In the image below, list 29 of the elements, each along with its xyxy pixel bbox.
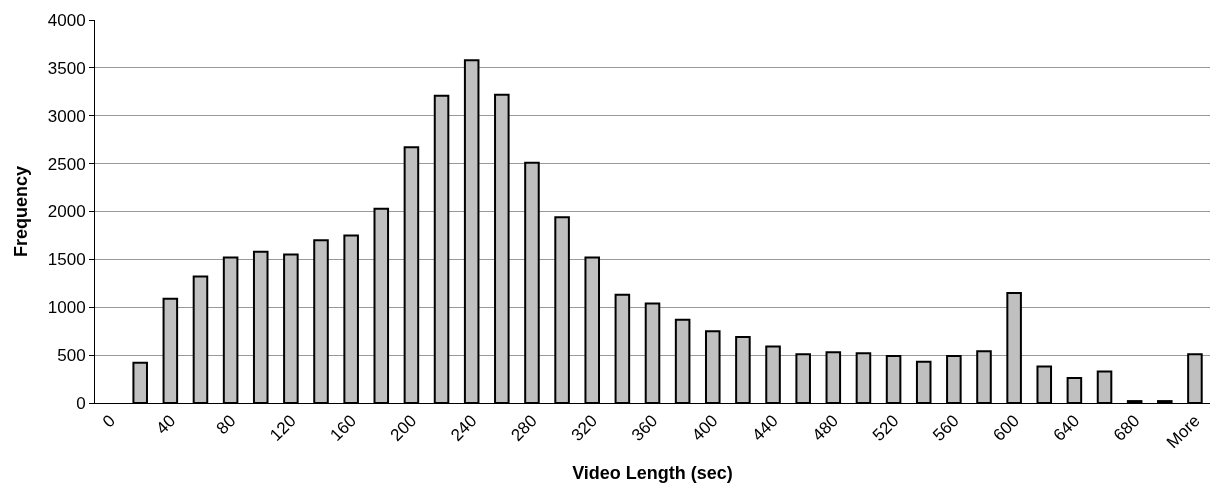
x-tick-label: 640: [1049, 411, 1084, 445]
x-tick-label: 520: [868, 411, 903, 445]
y-axis-title: Frequency: [10, 165, 31, 258]
x-tick-label: 280: [507, 411, 541, 445]
x-tick-label: 480: [808, 411, 843, 445]
y-tick-label: 4000: [47, 10, 86, 30]
y-tick-label: 500: [57, 346, 86, 366]
x-tick-label: 120: [266, 411, 300, 445]
x-tick-label: 560: [929, 411, 963, 445]
x-tick-label: 0: [98, 411, 119, 432]
x-tick-label: 320: [567, 411, 602, 445]
x-tick-label: 400: [688, 411, 722, 445]
x-tick-label: 200: [386, 411, 421, 445]
y-tick-label: 3500: [47, 58, 86, 78]
x-tick-label: 40: [152, 411, 180, 439]
y-tick-label: 3000: [47, 106, 86, 126]
x-tick-label: 680: [1110, 411, 1144, 445]
y-tick-label: 2500: [47, 154, 86, 174]
y-tick-label: 1500: [47, 250, 86, 270]
y-tick-label: 0: [76, 393, 86, 413]
x-tick-label: 240: [447, 411, 481, 445]
y-tick-label: 2000: [47, 202, 86, 222]
x-tick-label: 360: [627, 411, 662, 445]
x-tick-label: 160: [326, 411, 360, 445]
x-tick-label: 80: [212, 411, 240, 439]
x-tick-label: 600: [989, 411, 1023, 445]
y-tick-label: 1000: [47, 298, 86, 318]
x-tick-label: 440: [748, 411, 782, 445]
x-axis-title: Video Length (sec): [572, 463, 733, 484]
